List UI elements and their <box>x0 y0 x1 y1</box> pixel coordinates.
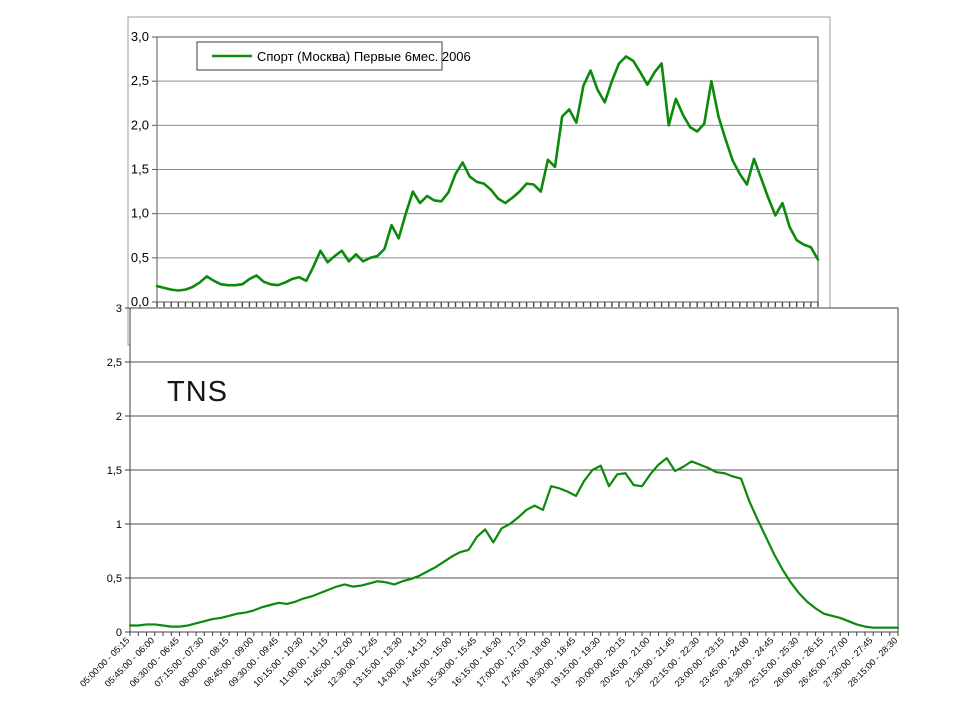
top-y-tick-label: 1,5 <box>131 162 149 177</box>
top-y-axis: 3,0 2,5 2,0 1,5 1,0 0,5 0,0 <box>131 29 157 309</box>
bottom-y-tick-label: 2,5 <box>107 357 122 369</box>
top-y-tick-label: 2,5 <box>131 73 149 88</box>
top-y-tick-label: 0,5 <box>131 250 149 265</box>
top-legend: Спорт (Москва) Первые 6мес. 2006 <box>196 41 471 71</box>
top-y-tick-label: 0,0 <box>131 294 149 309</box>
bottom-gridlines <box>130 361 898 579</box>
top-x-ticks <box>156 302 819 307</box>
bottom-y-tick-label: 2 <box>116 411 122 423</box>
tns-series-line <box>128 457 900 629</box>
bottom-y-tick-label: 3 <box>116 303 122 315</box>
legend-label: Спорт (Москва) Первые 6мес. 2006 <box>257 49 471 64</box>
sport-series-line <box>155 55 820 292</box>
top-y-tick-label: 2,0 <box>131 117 149 132</box>
top-gridlines <box>157 80 818 259</box>
bottom-y-axis: 3 2,5 2 1,5 1 0,5 0 <box>107 303 130 639</box>
bottom-x-ticks <box>129 632 899 636</box>
bottom-y-tick-label: 1 <box>116 519 122 531</box>
bottom-y-tick-label: 1,5 <box>107 465 122 477</box>
bottom-y-tick-label: 0,5 <box>107 573 122 585</box>
top-y-tick-label: 1,0 <box>131 206 149 221</box>
bottom-y-tick-label: 0 <box>116 627 122 639</box>
tns-title: TNS <box>167 376 228 408</box>
top-y-tick-label: 3,0 <box>131 29 149 44</box>
